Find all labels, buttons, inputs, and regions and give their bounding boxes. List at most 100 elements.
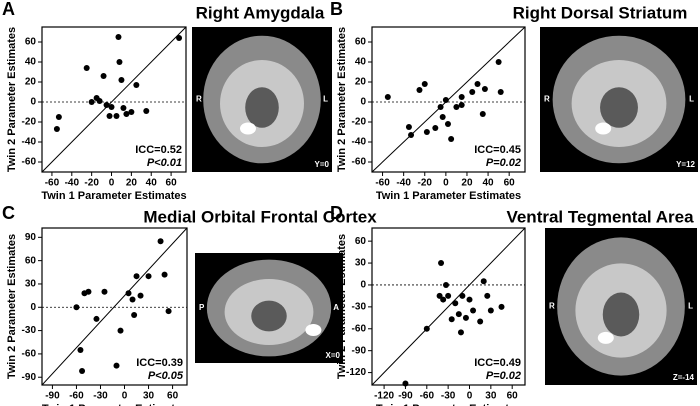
- y-tick-label: 60: [25, 37, 37, 48]
- x-axis-label: Twin 1 Parameter Estimates: [376, 403, 521, 406]
- point: [101, 288, 108, 295]
- point: [444, 121, 451, 127]
- y-tick-label: -40: [22, 137, 37, 148]
- point: [498, 303, 505, 310]
- brain-core: [245, 87, 279, 128]
- orientation-label: P: [199, 303, 205, 312]
- y-tick-label: -40: [352, 137, 367, 148]
- x-tick-label: 30: [143, 391, 155, 402]
- brain-core: [602, 292, 640, 337]
- point: [55, 114, 62, 120]
- y-tick-label: 60: [25, 255, 37, 266]
- y-axis-label: Twin 2 Parameter Estimates: [336, 234, 348, 379]
- x-tick-label: 20: [461, 178, 473, 189]
- point: [106, 113, 113, 119]
- point: [120, 105, 127, 111]
- chart-title: Ventral Tegmental Area: [506, 207, 694, 226]
- point: [497, 89, 504, 95]
- point: [405, 124, 412, 130]
- orientation-label: R: [549, 302, 555, 311]
- point: [458, 102, 465, 108]
- point: [128, 109, 135, 115]
- icc-annotation: ICC=0.52: [135, 144, 182, 156]
- activation: [595, 122, 612, 135]
- icc-annotation: ICC=0.49: [474, 357, 521, 369]
- p-annotation: P<0.05: [148, 370, 184, 382]
- y-tick-label: 60: [355, 236, 367, 247]
- point: [113, 362, 120, 369]
- y-tick-label: -120: [346, 367, 366, 378]
- point: [495, 59, 502, 65]
- point: [439, 114, 446, 120]
- point: [117, 327, 124, 334]
- plot-frame: [371, 26, 526, 173]
- point: [421, 81, 428, 87]
- point: [457, 329, 464, 336]
- y-tick-label: -90: [352, 345, 367, 356]
- orientation-label: L: [689, 95, 694, 104]
- x-tick-label: -90: [45, 391, 60, 402]
- point: [480, 278, 487, 285]
- slice-label: X=0: [326, 351, 341, 360]
- point: [176, 35, 183, 41]
- x-tick-label: -30: [441, 391, 456, 402]
- point: [423, 325, 430, 332]
- slice-label: Y=0: [315, 160, 330, 169]
- point: [487, 307, 494, 314]
- point: [453, 104, 460, 110]
- point: [115, 34, 122, 40]
- point: [432, 125, 439, 131]
- point: [85, 288, 92, 295]
- icc-annotation: ICC=0.39: [136, 357, 183, 369]
- point: [416, 87, 423, 93]
- x-axis-label: Twin 1 Parameter Estimates: [41, 190, 186, 202]
- point: [484, 292, 491, 299]
- point: [452, 300, 459, 307]
- point: [145, 273, 152, 280]
- point: [448, 316, 455, 323]
- p-annotation: P<0.01: [147, 157, 182, 169]
- x-axis-label: Twin 1 Parameter Estimates: [376, 190, 521, 202]
- activation: [597, 331, 614, 344]
- point: [438, 260, 445, 267]
- y-tick-label: 30: [25, 279, 37, 290]
- chart-title: Right Dorsal Striatum: [513, 3, 688, 22]
- y-tick-label: -20: [22, 117, 37, 128]
- point: [443, 281, 450, 288]
- orientation-label: R: [544, 95, 550, 104]
- chart-title: Medial Orbital Frontal Cortex: [143, 207, 377, 226]
- point: [83, 65, 90, 71]
- point: [129, 296, 136, 303]
- plot-frame: [41, 26, 187, 173]
- x-tick-label: -40: [65, 178, 80, 189]
- y-tick-label: 90: [25, 232, 37, 243]
- point: [161, 271, 168, 278]
- y-tick-label: -60: [22, 349, 37, 360]
- x-tick-label: -60: [420, 391, 435, 402]
- icc-annotation: ICC=0.45: [474, 144, 521, 156]
- y-tick-label: 0: [30, 302, 36, 313]
- x-tick-label: -60: [375, 178, 390, 189]
- x-tick-label: -60: [69, 391, 84, 402]
- point: [123, 111, 130, 117]
- point: [118, 77, 125, 83]
- point: [133, 273, 140, 280]
- orientation-label: A: [333, 303, 339, 312]
- point: [442, 97, 449, 103]
- point: [448, 136, 455, 142]
- point: [88, 99, 95, 105]
- point: [53, 126, 60, 132]
- slice-label: Y=12: [676, 160, 695, 169]
- y-axis-label: Twin 2 Parameter Estimates: [336, 27, 348, 172]
- plot-frame: [41, 227, 188, 386]
- identity-line: [41, 26, 187, 173]
- activation: [240, 122, 256, 135]
- y-tick-label: 40: [25, 57, 37, 68]
- slice-label: Z=-14: [673, 373, 695, 382]
- x-tick-label: 0: [122, 391, 128, 402]
- x-tick-label: -90: [398, 391, 413, 402]
- point: [103, 102, 110, 108]
- y-tick-label: 0: [30, 97, 36, 108]
- point: [93, 315, 100, 322]
